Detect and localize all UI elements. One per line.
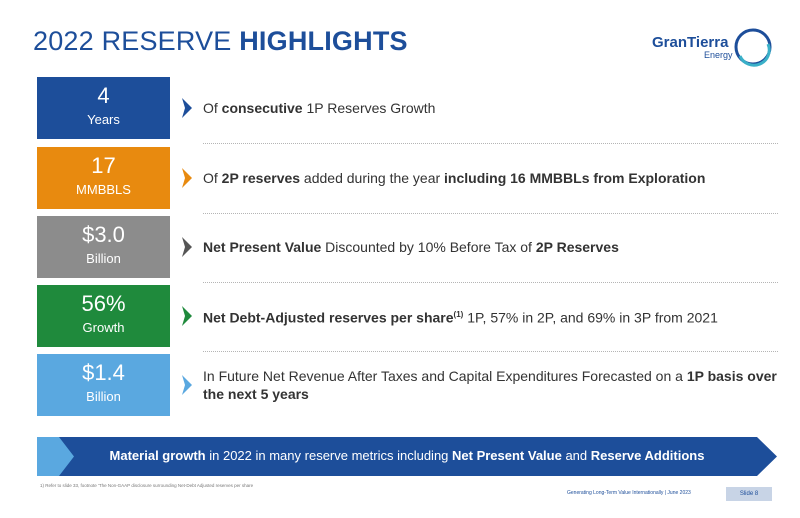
chevron-right-icon (182, 168, 192, 188)
highlight-row-revenue: $1.4 Billion In Future Net Revenue After… (37, 354, 777, 416)
metric-unit: Billion (86, 389, 121, 404)
metric-box-npv: $3.0 Billion (37, 216, 170, 278)
metric-value: $3.0 (82, 222, 125, 247)
highlight-row-npv: $3.0 Billion Net Present Value Discounte… (37, 216, 778, 283)
logo-brand: GranTierra (652, 34, 729, 51)
company-logo: GranTierra Energy (652, 28, 772, 68)
chevron-right-icon (182, 375, 192, 395)
metric-box-mmbbls: 17 MMBBLS (37, 147, 170, 209)
metric-description: Of consecutive 1P Reserves Growth (203, 100, 436, 116)
banner-text: Material growth in 2022 in many reserve … (109, 448, 705, 463)
metric-value: $1.4 (82, 360, 125, 385)
banner-arrow-shape (37, 437, 777, 476)
logo-ring-icon (734, 28, 772, 67)
metric-unit: Years (87, 112, 120, 127)
slide-number: Slide 8 (726, 487, 772, 501)
metric-unit: Billion (86, 251, 121, 266)
page-title: 2022 RESERVE HIGHLIGHTS (33, 26, 408, 57)
chevron-right-icon (182, 306, 192, 326)
metric-value: 4 (97, 83, 110, 108)
divider (203, 143, 778, 144)
divider (203, 351, 778, 352)
metric-unit: MMBBLS (76, 182, 131, 197)
chevron-right-icon (182, 237, 192, 257)
metric-value: 56% (81, 291, 126, 316)
logo-sub: Energy (704, 50, 733, 60)
metric-box-revenue: $1.4 Billion (37, 354, 170, 416)
highlight-row-years: 4 Years Of consecutive 1P Reserves Growt… (37, 77, 778, 144)
metric-box-growth: 56% Growth (37, 285, 170, 347)
metric-value: 17 (91, 153, 116, 178)
chevron-right-icon (182, 98, 192, 118)
summary-banner: Material growth in 2022 in many reserve … (37, 437, 777, 476)
divider (203, 213, 778, 214)
title-light: 2022 RESERVE (33, 26, 240, 56)
highlight-row-growth: 56% Growth Net Debt-Adjusted reserves pe… (37, 285, 778, 352)
metric-description: Net Debt-Adjusted reserves per share(1) … (203, 309, 718, 326)
metric-description: Of 2P reserves added during the year inc… (203, 170, 706, 186)
metric-description: Net Present Value Discounted by 10% Befo… (203, 239, 619, 255)
footnote: 1) Refer to slide 33, footnote 'The Non-… (40, 483, 254, 488)
divider (203, 282, 778, 283)
footer-tagline: Generating Long-Term Value International… (567, 490, 691, 496)
title-bold: HIGHLIGHTS (239, 26, 408, 56)
metric-description: In Future Net Revenue After Taxes and Ca… (203, 368, 777, 402)
metric-unit: Growth (82, 320, 125, 335)
metric-box-years: 4 Years (37, 77, 170, 139)
highlight-row-mmbbls: 17 MMBBLS Of 2P reserves added during th… (37, 147, 778, 214)
